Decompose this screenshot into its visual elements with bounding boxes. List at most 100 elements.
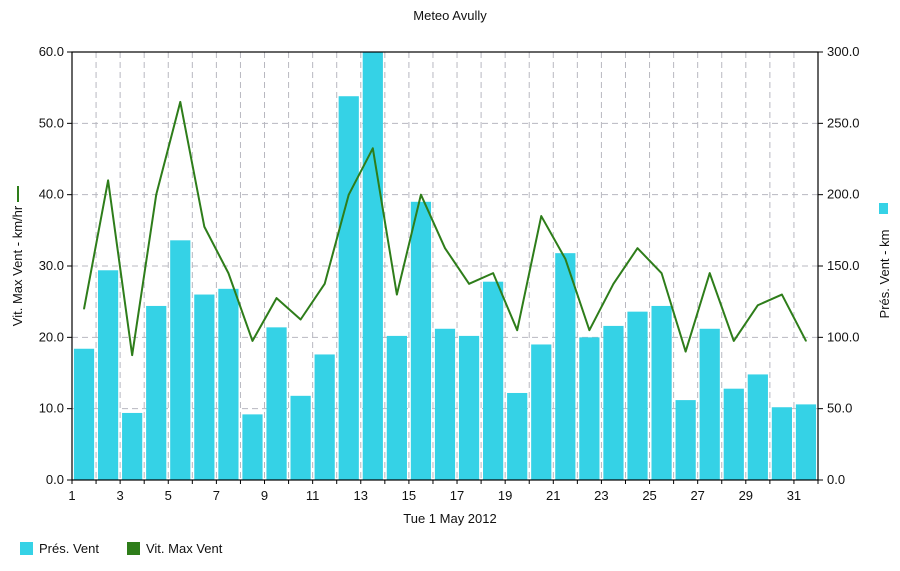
bar — [386, 335, 407, 480]
x-tick-label: 27 — [690, 488, 704, 503]
bar — [747, 374, 768, 480]
bar — [170, 240, 191, 480]
y-tick-label: 0.0 — [46, 472, 64, 487]
bar — [194, 294, 215, 480]
y2-axis-label: Prés. Vent - km — [877, 230, 892, 319]
line-point — [468, 283, 470, 285]
legend-swatch-vit-max-vent — [126, 542, 140, 555]
x-tick-label: 7 — [213, 488, 220, 503]
y-tick-label: 10.0 — [39, 401, 64, 416]
x-axis-label: Tue 1 May 2012 — [403, 511, 496, 526]
x-tick-label: 19 — [498, 488, 512, 503]
x-tick-label: 5 — [165, 488, 172, 503]
y2-tick-label: 150.0 — [827, 258, 860, 273]
line-point — [107, 179, 109, 182]
legend: Prés. Vent Vit. Max Vent — [20, 541, 250, 556]
bar — [651, 305, 672, 480]
line-point — [540, 215, 543, 217]
bar — [627, 311, 648, 480]
bar — [675, 400, 696, 480]
y-tick-label: 20.0 — [39, 329, 64, 344]
bar-series — [73, 52, 817, 481]
bar — [579, 337, 600, 480]
y-tick-label: 30.0 — [39, 258, 64, 273]
line-point — [179, 101, 182, 103]
line-point — [805, 340, 807, 342]
x-tick-label: 15 — [402, 488, 416, 503]
line-point — [444, 247, 446, 249]
y-axis-label: Vit. Max Vent - km/hr — [10, 205, 25, 326]
bar — [507, 392, 528, 480]
bar — [483, 281, 504, 480]
line-point — [83, 308, 85, 310]
line-point — [684, 350, 687, 353]
line-point — [227, 272, 230, 274]
bar — [434, 328, 456, 480]
bar — [458, 335, 480, 480]
bar — [338, 96, 359, 480]
bar — [266, 327, 287, 480]
bar — [314, 354, 335, 480]
x-tick-label: 9 — [261, 488, 268, 503]
y2-tick-label: 250.0 — [827, 115, 860, 130]
y2-tick-label: 50.0 — [827, 401, 852, 416]
bar — [410, 201, 432, 481]
y2-tick-label: 100.0 — [827, 329, 860, 344]
left-axis-label: Vit. Max Vent - km/hr — [10, 186, 25, 326]
line-point — [636, 247, 639, 249]
legend-swatch-pres-vent — [20, 542, 33, 555]
right-axis-label: Prés. Vent - km — [877, 203, 892, 318]
bar — [146, 305, 167, 480]
y2-tick-label: 200.0 — [827, 187, 860, 202]
x-tick-label: 25 — [642, 488, 656, 503]
bar — [218, 288, 239, 480]
bar — [97, 270, 119, 480]
line-point — [275, 297, 278, 299]
bar — [723, 388, 744, 480]
line-point — [323, 283, 326, 285]
line-point — [372, 147, 374, 150]
y-tick-label: 60.0 — [39, 44, 64, 59]
x-tick-label: 13 — [354, 488, 368, 503]
line-point — [396, 293, 398, 296]
line-point — [732, 340, 735, 342]
line-point — [155, 193, 158, 196]
bar — [242, 414, 263, 480]
left-axis-ticks: 0.0 10.0 20.0 30.0 40.0 50.0 60.0 — [39, 44, 72, 487]
line-point — [347, 193, 350, 196]
x-tick-label: 1 — [68, 488, 75, 503]
line-point — [588, 329, 591, 332]
line-point — [492, 272, 494, 274]
chart-title: Meteo Avully — [413, 8, 487, 23]
line-point — [564, 258, 567, 260]
line-series — [83, 100, 807, 357]
bar — [362, 52, 383, 480]
bar — [531, 344, 552, 480]
right-axis-ticks: 0.0 50.0 100.0 150.0 200.0 250.0 300.0 — [818, 44, 860, 487]
bar — [73, 348, 95, 480]
x-tick-label: 21 — [546, 488, 560, 503]
x-tick-label: 31 — [787, 488, 801, 503]
line-point — [708, 272, 711, 274]
bar — [771, 407, 793, 480]
line-point — [299, 318, 302, 321]
line-point — [420, 193, 422, 196]
bar — [555, 253, 576, 480]
line-point — [781, 293, 783, 296]
line-point — [251, 340, 254, 342]
line-point — [203, 225, 206, 228]
right-axis-legend-swatch — [879, 203, 888, 214]
line-point — [131, 354, 133, 356]
x-tick-label: 3 — [117, 488, 124, 503]
line-point — [612, 283, 615, 285]
x-tick-label: 29 — [739, 488, 753, 503]
y2-tick-label: 0.0 — [827, 472, 845, 487]
bar — [699, 328, 720, 480]
legend-item-pres-vent: Prés. Vent — [20, 541, 99, 556]
line-point — [516, 329, 518, 332]
legend-label-pres-vent: Prés. Vent — [39, 541, 99, 556]
y-tick-label: 40.0 — [39, 187, 64, 202]
bar — [795, 404, 817, 480]
line-point — [660, 272, 663, 274]
